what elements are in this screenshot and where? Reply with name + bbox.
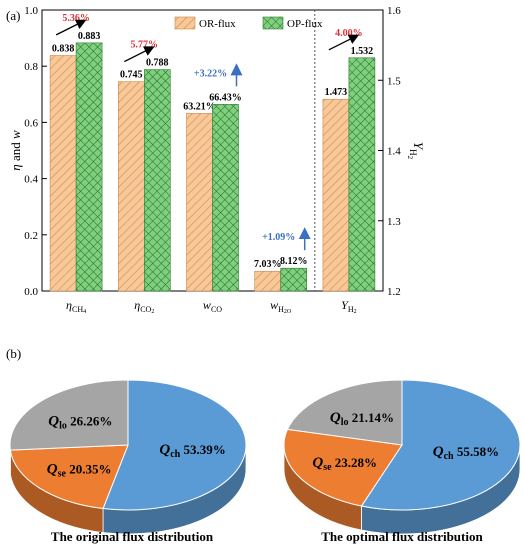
bar-or-flux (118, 81, 145, 292)
left-tick-label: 0.6 (24, 117, 38, 129)
bar-op-flux (75, 42, 103, 292)
legend-entry: OP-flux (287, 18, 323, 30)
right-axis-label: YH2 (406, 142, 426, 160)
right-tick-label: 1.6 (387, 5, 401, 17)
legend-swatch (174, 16, 196, 30)
bar-label-or-flux: 7.03% (254, 259, 282, 270)
left-tick-label: 0.4 (24, 174, 38, 186)
pie-slice-lo (286, 379, 403, 446)
bar-label-op-flux: 1.532 (351, 46, 374, 57)
bar-chart: 0.0 0.2 0.4 0.6 0.8 1.0 1.2 1.3 1.4 1.5 1.6 η and w… (8, 5, 426, 315)
left-tick-label: 0.0 (24, 286, 38, 298)
improvement-label: 4.00% (335, 28, 363, 39)
category-label: ηCH4 (66, 298, 86, 315)
left-axis-label: η and w (8, 130, 23, 171)
legend-entry: OR-flux (199, 18, 236, 30)
bar-label-or-flux: 0.838 (52, 44, 75, 55)
improvement-label: 5.77% (131, 40, 159, 51)
pie-chart-original: Qch 53.39% Qse 20.35% Qlo 26.26% (9, 379, 247, 535)
improvement-label: +1.09% (262, 232, 295, 243)
bar-label-or-flux: 1.473 (325, 87, 348, 98)
improvement-label: 5.36% (62, 13, 90, 24)
category-label: wH2O (270, 298, 292, 315)
bar-or-flux (322, 98, 350, 292)
bar-label-op-flux: 66.43% (209, 92, 242, 103)
pie-label-se: Qse 23.28% (312, 455, 377, 473)
pie-slice-ch (360, 379, 521, 511)
left-tick-label: 0.8 (24, 61, 38, 73)
panel-label-b: (b) (6, 346, 21, 361)
bar-label-or-flux: 63.21% (183, 101, 216, 112)
pie-label-ch: Qch 53.39% (159, 442, 225, 460)
pie-slice-se (283, 428, 403, 507)
left-tick-label: 1.0 (24, 5, 38, 17)
pie-label-se: Qse 20.35% (47, 462, 112, 480)
legend-swatch (262, 16, 284, 30)
bar-or-flux (49, 55, 77, 292)
right-tick-label: 1.5 (387, 75, 401, 87)
bar-or-flux (254, 270, 281, 292)
bar-op-flux (212, 104, 239, 292)
category-label: YH2 (341, 298, 356, 315)
bar-op-flux (280, 267, 308, 292)
improvement-label: +3.22% (194, 68, 227, 79)
pie-slice-ch (102, 379, 247, 511)
pie-label-ch: Qch 55.58% (433, 444, 499, 462)
pie-chart-optimal: Qch 55.58% Qse 23.28% Qlo 21.14% (283, 379, 521, 535)
improvement-arrow (328, 34, 360, 51)
pie-title-optimal: The optimal flux distribution (321, 529, 483, 544)
category-label: ηCO2 (134, 298, 154, 315)
pie-label-lo: Qlo 21.14% (330, 410, 394, 428)
bar-op-flux (144, 69, 171, 292)
right-tick-label: 1.2 (387, 286, 401, 298)
improvement-arrow (55, 19, 87, 36)
pie-title-original: The original flux distribution (51, 529, 214, 544)
panel-label-a: (a) (6, 8, 20, 23)
bar-label-op-flux: 8.12% (280, 256, 308, 267)
left-tick-label: 0.2 (24, 230, 38, 242)
category-label: wCO (203, 298, 222, 314)
right-tick-label: 1.4 (387, 146, 401, 158)
bar-label-op-flux: 0.788 (146, 58, 169, 69)
bar-label-or-flux: 0.745 (120, 70, 143, 81)
bar-or-flux (186, 113, 213, 292)
right-tick-label: 1.3 (387, 216, 401, 228)
bar-label-op-flux: 0.883 (78, 31, 101, 42)
pie-slice-lo (9, 379, 129, 451)
bar-op-flux (348, 57, 376, 292)
pie-label-lo: Qlo 26.26% (48, 414, 112, 432)
pie-slice-se (9, 444, 129, 510)
improvement-arrow (124, 46, 155, 63)
